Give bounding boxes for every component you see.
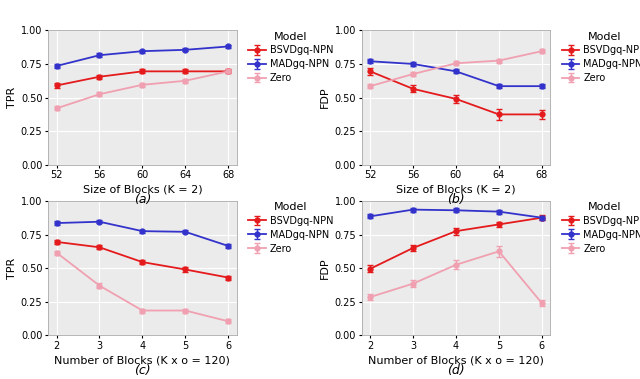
Text: (d): (d) [447,364,465,377]
Y-axis label: TPR: TPR [6,87,17,108]
Legend: BSVDgq-NPN, MADgq-NPN, Zero: BSVDgq-NPN, MADgq-NPN, Zero [558,28,640,87]
Y-axis label: FDP: FDP [320,87,330,108]
Legend: BSVDgq-NPN, MADgq-NPN, Zero: BSVDgq-NPN, MADgq-NPN, Zero [244,28,337,87]
Text: (b): (b) [447,193,465,206]
Y-axis label: FDP: FDP [320,257,330,279]
Legend: BSVDgq-NPN, MADgq-NPN, Zero: BSVDgq-NPN, MADgq-NPN, Zero [244,198,337,258]
X-axis label: Size of Blocks (K = 2): Size of Blocks (K = 2) [83,185,202,194]
X-axis label: Number of Blocks (K x o = 120): Number of Blocks (K x o = 120) [54,355,230,365]
Text: (a): (a) [134,193,151,206]
Legend: BSVDgq-NPN, MADgq-NPN, Zero: BSVDgq-NPN, MADgq-NPN, Zero [558,198,640,258]
Y-axis label: TPR: TPR [6,257,17,279]
Text: (c): (c) [134,364,150,377]
X-axis label: Size of Blocks (K = 2): Size of Blocks (K = 2) [396,185,516,194]
X-axis label: Number of Blocks (K x o = 120): Number of Blocks (K x o = 120) [368,355,544,365]
